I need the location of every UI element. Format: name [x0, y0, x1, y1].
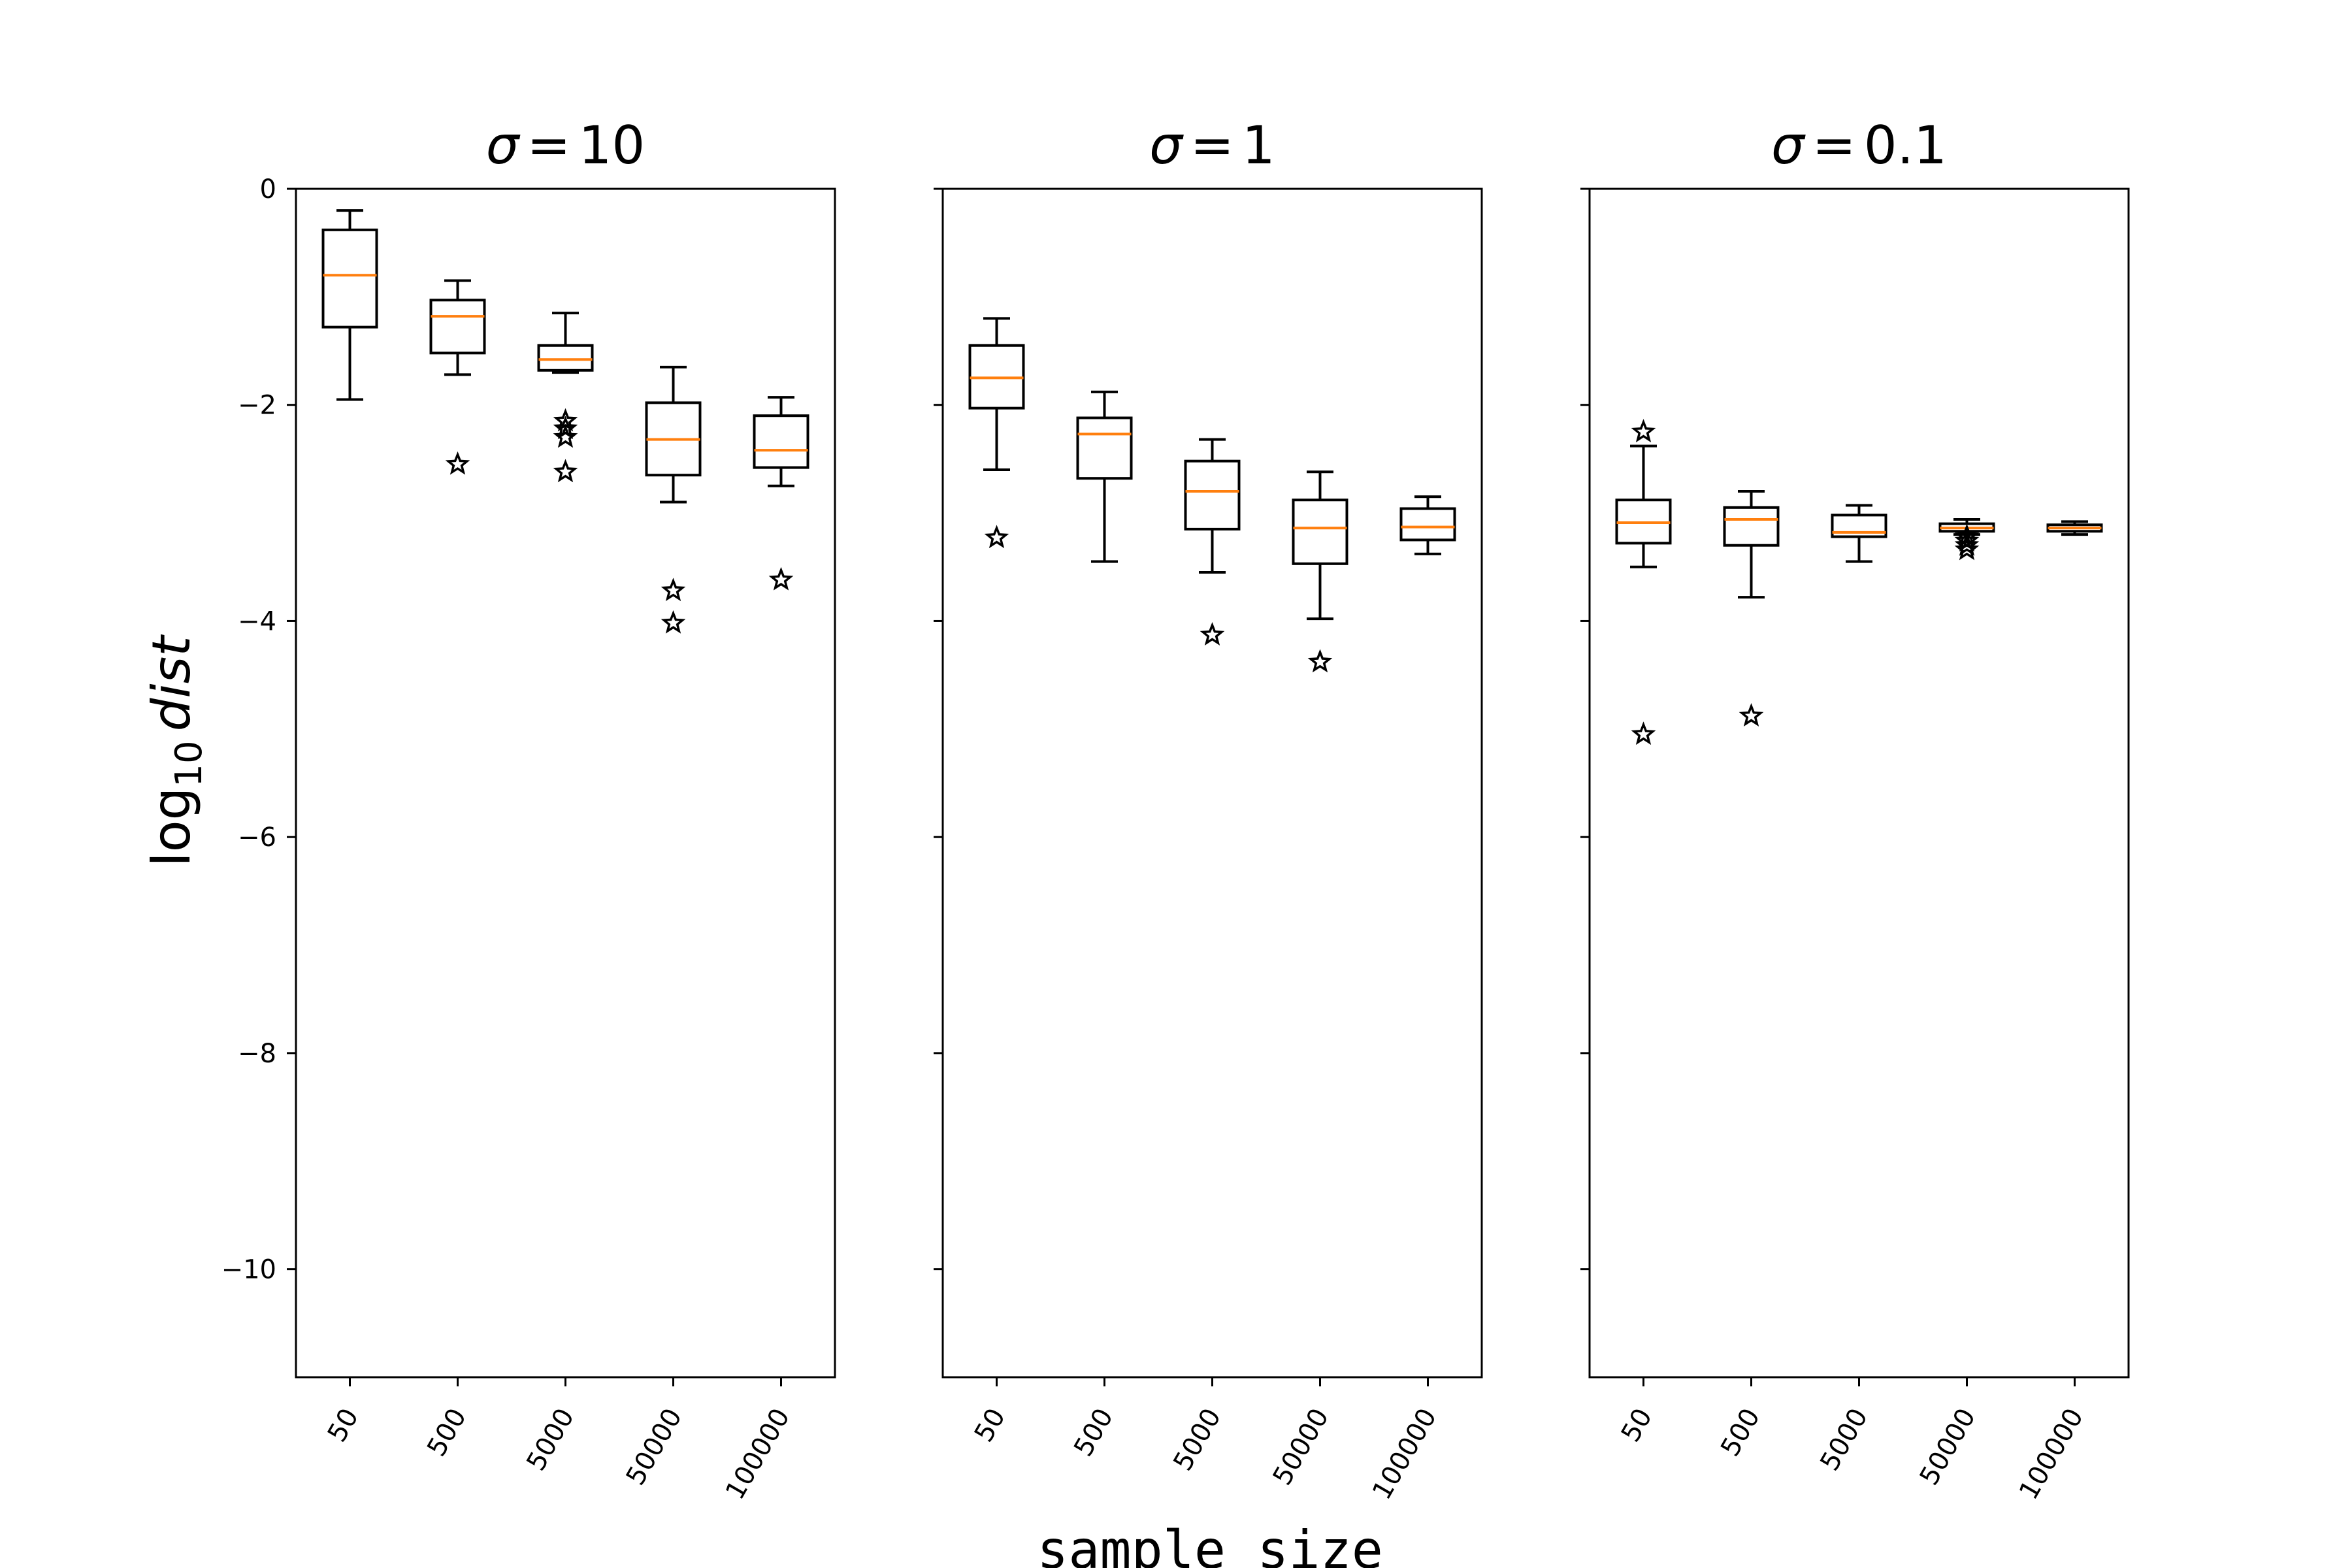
box-iqr	[1831, 514, 1887, 538]
outlier-point	[661, 578, 686, 602]
box-50	[1615, 419, 1672, 745]
box-50	[321, 209, 378, 401]
panel-title-value: 10	[578, 115, 645, 176]
y-tick-label: −10	[221, 1255, 276, 1285]
box-iqr	[537, 344, 594, 372]
panel-title-value: 0.1	[1864, 115, 1947, 176]
panel-title: σ = 0.1	[1771, 115, 1947, 176]
outlier-point	[1307, 649, 1333, 673]
outlier-point	[984, 525, 1009, 549]
y-axis-label-log: log	[141, 787, 202, 867]
y-axis-label: log10 dist	[141, 634, 210, 867]
box-100000	[2046, 520, 2103, 536]
panel-title-symbol: σ	[1149, 115, 1184, 176]
outlier-point	[768, 566, 794, 591]
box-5000	[1831, 504, 1887, 563]
box-iqr	[1184, 459, 1241, 531]
outlier-point	[553, 424, 578, 448]
y-axis-label-var: dist	[141, 634, 202, 732]
x-axis-label: sample size	[1037, 1520, 1383, 1568]
box-iqr	[1399, 507, 1456, 542]
box-iqr	[1292, 498, 1348, 565]
box-iqr	[753, 414, 809, 469]
box-iqr	[429, 299, 486, 355]
box-iqr	[1723, 506, 1780, 547]
y-tick-label: −6	[238, 823, 276, 853]
box-500	[1076, 390, 1133, 563]
panel-title-symbol: σ	[1771, 115, 1806, 176]
box-50	[968, 317, 1025, 549]
outlier-point	[1954, 532, 1980, 556]
outlier-point	[1631, 419, 1656, 443]
panel-title: σ = 10	[486, 115, 645, 176]
outlier-point	[1954, 528, 1980, 552]
panel-title-equals: =	[1190, 115, 1234, 176]
panel-title-value: 1	[1242, 115, 1275, 176]
box-50000	[1292, 470, 1348, 673]
box-50000	[1938, 518, 1995, 561]
outlier-point	[553, 459, 578, 483]
outlier-point	[1954, 536, 1980, 561]
panel-title-equals: =	[1812, 115, 1856, 176]
outlier-point	[553, 416, 578, 440]
outlier-point	[661, 610, 686, 634]
y-axis-label-base: 10	[168, 740, 210, 787]
box-5000	[1184, 438, 1241, 645]
box-iqr	[321, 228, 378, 329]
outlier-point	[1739, 703, 1764, 727]
box-100000	[753, 396, 809, 591]
y-tick-label: −4	[238, 606, 276, 636]
y-tick-label: −8	[238, 1039, 276, 1069]
box-5000	[537, 312, 594, 483]
box-500	[429, 279, 486, 475]
y-tick-label: −2	[238, 391, 276, 421]
box-iqr	[1076, 416, 1133, 480]
panel-title-equals: =	[527, 115, 570, 176]
panel-title: σ = 1	[1149, 115, 1275, 176]
box-500	[1723, 490, 1780, 727]
y-tick-label: 0	[260, 174, 276, 204]
box-100000	[1399, 495, 1456, 555]
panel-title-symbol: σ	[486, 115, 521, 176]
outlier-point	[445, 451, 470, 475]
outlier-point	[1631, 721, 1656, 745]
outlier-point	[1200, 622, 1225, 645]
box-50000	[645, 365, 702, 634]
